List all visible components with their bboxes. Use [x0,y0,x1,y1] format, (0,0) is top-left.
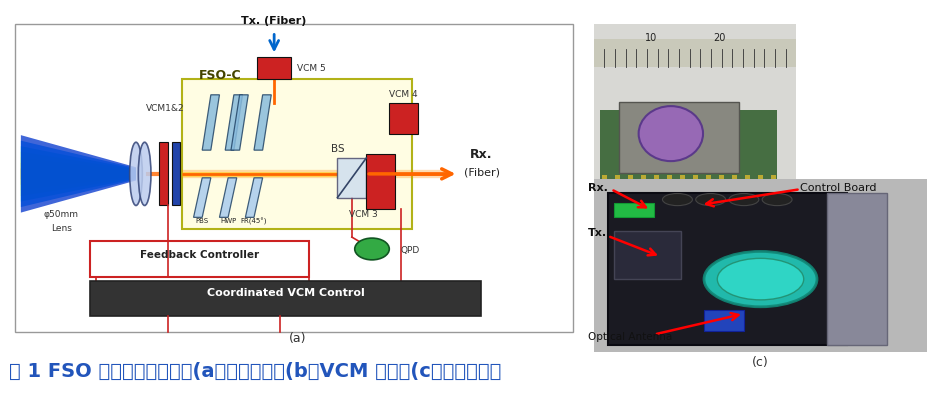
Text: 10: 10 [645,33,657,43]
Text: Optical Antenna: Optical Antenna [588,332,672,342]
Text: Lens: Lens [51,224,72,233]
Text: Coordinated VCM Control: Coordinated VCM Control [207,288,364,298]
Text: (Fiber): (Fiber) [464,168,500,178]
Ellipse shape [663,193,693,206]
Bar [694,175,698,210]
Bar [654,175,660,210]
Ellipse shape [695,193,725,206]
Text: Tx.: Tx. [588,228,607,238]
Text: Control Board: Control Board [800,183,877,193]
Bar [641,175,647,210]
Polygon shape [194,178,211,217]
Bar [90,281,481,316]
Bar [603,175,607,210]
Ellipse shape [130,142,142,206]
Bar [745,175,751,210]
Bar [720,175,724,210]
Bar [389,103,418,134]
Ellipse shape [729,193,759,206]
Bar [183,79,413,229]
Polygon shape [245,178,263,217]
Text: 图 1 FSO 收发器设计方案；(a）系统布局、(b）VCM 镜头、(c）收发器结构: 图 1 FSO 收发器设计方案；(a）系统布局、(b）VCM 镜头、(c）收发器… [9,362,502,381]
Text: Feedback Controller: Feedback Controller [139,250,259,260]
Polygon shape [21,168,136,179]
Text: VCM 4: VCM 4 [389,90,417,99]
Ellipse shape [762,193,792,206]
Text: (c): (c) [753,356,768,369]
Text: (a): (a) [288,332,306,345]
Ellipse shape [355,238,389,260]
Ellipse shape [638,106,703,161]
Text: QPD: QPD [401,246,420,255]
Bar [707,175,711,210]
Polygon shape [226,95,242,150]
Bar [615,175,621,210]
Bar [90,241,309,277]
Bar [680,175,685,210]
Text: (b): (b) [686,226,704,239]
Polygon shape [21,152,136,196]
Polygon shape [21,146,136,202]
Bar [614,231,680,279]
Bar [256,57,291,79]
Text: BS: BS [330,144,344,154]
Bar [366,154,395,209]
Bar [338,158,366,198]
Bar [704,310,744,331]
Polygon shape [254,95,271,150]
Polygon shape [21,157,136,191]
Text: 20: 20 [713,33,725,43]
Polygon shape [231,95,248,150]
Text: PBS: PBS [196,218,209,224]
Bar [733,175,738,210]
Polygon shape [21,135,136,213]
Bar [667,175,672,210]
Bar [607,193,847,345]
Text: Rx.: Rx. [588,183,607,193]
Polygon shape [202,95,219,150]
Text: FSO-C: FSO-C [199,69,241,82]
Bar [628,175,634,210]
Text: VCM 5: VCM 5 [298,64,326,73]
Text: VCM 3: VCM 3 [349,210,378,219]
Polygon shape [159,142,168,206]
Text: Tx. (Fiber): Tx. (Fiber) [241,16,307,26]
Bar [827,193,886,345]
Bar [600,110,778,212]
Polygon shape [171,142,181,206]
Polygon shape [219,178,237,217]
Text: φ50mm: φ50mm [44,210,79,219]
Polygon shape [21,163,136,185]
Ellipse shape [717,258,804,300]
Ellipse shape [704,252,817,307]
Text: FR(45°): FR(45°) [241,218,268,225]
Ellipse shape [139,142,151,206]
Bar [758,175,764,210]
Bar [594,39,796,67]
Bar [619,102,739,173]
Polygon shape [21,141,136,207]
Text: HWP: HWP [220,218,236,224]
Text: VCM1&2: VCM1&2 [145,104,184,113]
Bar [771,175,777,210]
Text: Rx.: Rx. [470,148,492,161]
Bar [614,203,654,217]
